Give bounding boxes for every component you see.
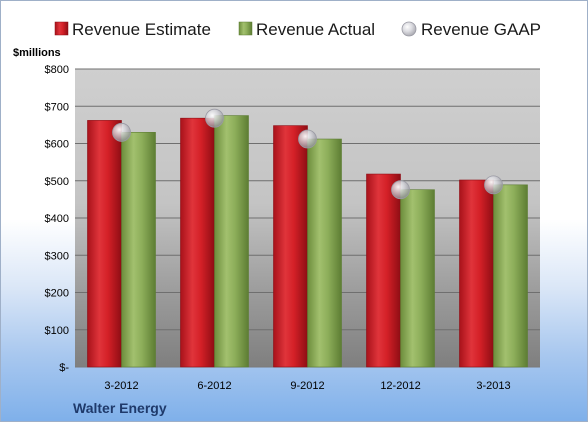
legend-label-estimate: Revenue Estimate bbox=[72, 20, 211, 39]
bar-revenue-estimate bbox=[87, 120, 122, 368]
x-tick-label: 12-2012 bbox=[380, 380, 420, 392]
marker-revenue-gaap bbox=[112, 122, 131, 142]
bar-revenue-actual bbox=[493, 184, 528, 368]
legend-label-gaap: Revenue GAAP bbox=[421, 20, 541, 39]
y-tick-label: $400 bbox=[45, 213, 69, 225]
bars bbox=[87, 115, 528, 368]
y-tick-label: $- bbox=[59, 362, 69, 374]
legend-marker-gaap bbox=[401, 21, 417, 37]
x-tick-label: 6-2012 bbox=[197, 380, 231, 392]
y-tick-label: $500 bbox=[45, 176, 69, 188]
legend-item-gaap: Revenue GAAP bbox=[401, 20, 541, 39]
bar-revenue-actual bbox=[121, 132, 156, 368]
legend-swatch-estimate bbox=[54, 21, 69, 36]
x-tick-label: 3-2012 bbox=[104, 380, 138, 392]
marker-revenue-gaap bbox=[298, 129, 317, 149]
legend-label-actual: Revenue Actual bbox=[256, 20, 375, 39]
y-tick-label: $300 bbox=[45, 250, 69, 262]
legend-swatch-actual bbox=[238, 21, 253, 36]
y-tick-label: $800 bbox=[45, 64, 69, 76]
x-tick-label: 3-2013 bbox=[476, 380, 510, 392]
y-tick-label: $200 bbox=[45, 288, 69, 300]
bar-revenue-actual bbox=[214, 115, 249, 368]
y-tick-label: $700 bbox=[45, 101, 69, 113]
marker-revenue-gaap bbox=[391, 180, 410, 200]
bar-revenue-actual bbox=[400, 189, 435, 368]
y-tick-label: $100 bbox=[45, 325, 69, 337]
chart-legend: Revenue Estimate Revenue Actual Revenue … bbox=[54, 20, 541, 39]
gaap-markers bbox=[112, 108, 503, 200]
legend-item-estimate: Revenue Estimate bbox=[54, 20, 211, 39]
bar-revenue-estimate bbox=[273, 125, 308, 368]
legend-item-actual: Revenue Actual bbox=[238, 20, 375, 39]
x-axis-ticks: 3-2012 6-2012 9-2012 12-2012 3-2013 bbox=[104, 380, 510, 392]
x-tick-label: 9-2012 bbox=[290, 380, 324, 392]
marker-revenue-gaap bbox=[205, 108, 224, 128]
bar-revenue-estimate bbox=[459, 179, 494, 368]
y-axis-ticks: $- $100 $200 $300 $400 $500 $600 $700 $800 bbox=[45, 64, 70, 374]
bar-revenue-estimate bbox=[180, 117, 215, 368]
y-tick-label: $600 bbox=[45, 139, 69, 151]
marker-revenue-gaap bbox=[484, 175, 503, 195]
bar-revenue-estimate bbox=[366, 173, 401, 368]
y-axis-unit-label: $millions bbox=[13, 47, 61, 59]
bar-revenue-actual bbox=[307, 138, 342, 368]
company-name: Walter Energy bbox=[73, 400, 167, 416]
